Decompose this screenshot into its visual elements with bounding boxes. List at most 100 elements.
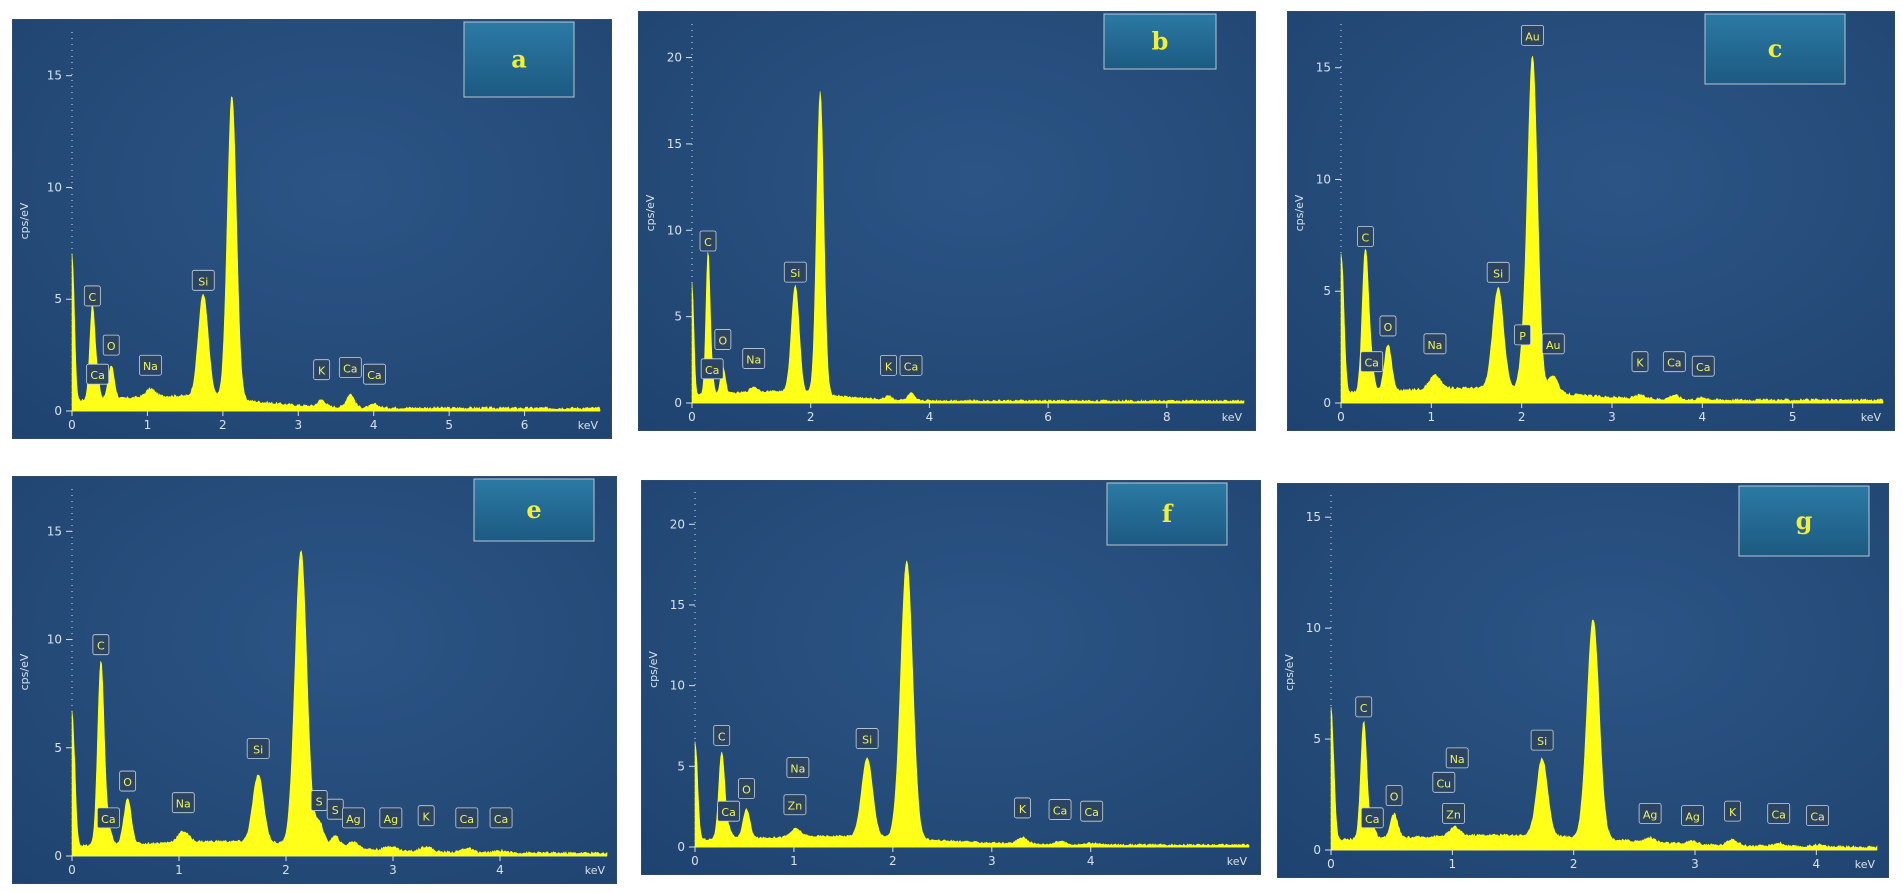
y-tick-label: 5 xyxy=(1323,284,1331,298)
x-axis-unit: keV xyxy=(1227,855,1248,868)
spectrum-panel-a: 0 5 10 15 0 1 2 3 4 5 6 cps/eV keV C Ca O Na Si K Ca Ca a xyxy=(12,19,612,439)
y-tick-label: 10 xyxy=(670,679,685,693)
y-tick-label: 15 xyxy=(1306,510,1321,524)
x-tick-label: 5 xyxy=(1789,410,1797,424)
spectrum-chart-c: 0 5 10 15 0 1 2 3 4 5 cps/eV keV Au C Ca O Na Si P Au K Ca Ca c xyxy=(1287,11,1895,431)
element-tag-p: P xyxy=(1514,324,1531,346)
element-tag-ca: Ca xyxy=(700,358,724,380)
y-tick-label: 10 xyxy=(1316,172,1331,186)
svg-text:K: K xyxy=(423,811,431,824)
svg-text:Ca: Ca xyxy=(1772,808,1786,821)
y-tick-label: 5 xyxy=(54,741,62,755)
x-tick-label: 4 xyxy=(496,863,504,877)
svg-text:b: b xyxy=(1152,27,1169,56)
element-tag-s: S xyxy=(326,798,344,820)
element-tag-k: K xyxy=(313,359,331,381)
panel-label-badge: g xyxy=(1738,485,1870,557)
y-axis-label: cps/eV xyxy=(18,653,31,690)
y-tick-label: 5 xyxy=(54,292,62,306)
svg-text:Ca: Ca xyxy=(1810,811,1824,824)
y-tick-label: 5 xyxy=(677,759,685,773)
svg-text:a: a xyxy=(511,45,527,74)
element-tag-ag: Ag xyxy=(342,807,365,829)
spectrum-area xyxy=(691,91,1245,404)
svg-text:C: C xyxy=(1362,232,1370,245)
element-tag-ca: Ca xyxy=(1360,807,1384,829)
panel-label-badge: e xyxy=(473,478,595,542)
y-tick-label: 5 xyxy=(674,310,682,324)
element-tag-ca: Ca xyxy=(455,807,479,829)
element-tag-c: C xyxy=(83,285,101,307)
y-tick-label: 15 xyxy=(667,137,682,151)
svg-text:O: O xyxy=(1390,791,1399,804)
svg-text:e: e xyxy=(526,495,541,524)
panel-label-badge: f xyxy=(1106,482,1228,546)
plot-background xyxy=(638,11,1256,431)
element-tag-si: Si xyxy=(1530,729,1554,751)
element-tag-k: K xyxy=(1014,797,1031,819)
plot-background xyxy=(641,480,1261,875)
svg-text:Ca: Ca xyxy=(1084,806,1098,819)
element-tag-au: Au xyxy=(1541,333,1565,355)
spectrum-chart-a: 0 5 10 15 0 1 2 3 4 5 6 cps/eV keV C Ca O Na Si K Ca Ca a xyxy=(12,19,612,439)
element-tag-ca: Ca xyxy=(1767,802,1791,824)
spectrum-panel-f: 0 5 10 15 20 0 1 2 3 4 cps/eV keV C Ca O Zn Na Si K Ca Ca f xyxy=(641,480,1261,875)
svg-text:C: C xyxy=(718,730,726,743)
svg-text:O: O xyxy=(719,334,728,347)
svg-text:Ca: Ca xyxy=(460,813,474,826)
svg-text:g: g xyxy=(1796,506,1813,535)
x-tick-label: 0 xyxy=(688,410,696,424)
y-tick-label: 5 xyxy=(1313,732,1321,746)
svg-text:Si: Si xyxy=(198,275,208,288)
svg-text:O: O xyxy=(742,784,751,797)
element-tag-o: O xyxy=(119,770,137,792)
svg-text:Ca: Ca xyxy=(1696,361,1710,374)
element-tag-zn: Zn xyxy=(783,794,807,816)
x-tick-label: 4 xyxy=(1087,854,1095,868)
element-tag-ca: Ca xyxy=(86,363,110,385)
y-tick-label: 10 xyxy=(47,180,62,194)
svg-text:Ca: Ca xyxy=(101,813,115,826)
element-tag-si: Si xyxy=(855,728,879,749)
x-tick-label: 4 xyxy=(1699,410,1707,424)
svg-text:C: C xyxy=(1360,702,1368,715)
svg-text:O: O xyxy=(123,776,132,789)
svg-text:f: f xyxy=(1162,499,1174,528)
svg-text:K: K xyxy=(1019,803,1027,816)
x-tick-label: 0 xyxy=(691,854,699,868)
x-axis-unit: keV xyxy=(1861,411,1882,424)
svg-text:Ca: Ca xyxy=(1365,813,1379,826)
svg-text:Ag: Ag xyxy=(384,813,399,826)
spectrum-area xyxy=(71,550,608,857)
svg-text:O: O xyxy=(1384,321,1393,334)
svg-text:Ag: Ag xyxy=(1643,808,1658,821)
element-tag-si: Si xyxy=(191,269,215,291)
svg-text:Na: Na xyxy=(790,763,805,776)
element-tag-si: Si xyxy=(246,738,270,759)
element-tag-ca: Ca xyxy=(338,357,362,378)
svg-text:P: P xyxy=(1519,330,1526,343)
svg-text:Zn: Zn xyxy=(788,800,803,813)
spectrum-chart-g: 0 5 10 15 0 1 2 3 4 cps/eV keV C Ca O Cu Na Zn Si Ag Ag K Ca C… xyxy=(1277,483,1889,878)
element-tag-k: K xyxy=(880,354,897,376)
spectrum-panel-b: 0 5 10 15 20 0 2 4 6 8 cps/eV keV C Ca O Na Si K Ca b xyxy=(638,11,1256,431)
svg-text:Cu: Cu xyxy=(1437,777,1452,790)
element-tag-si: Si xyxy=(1486,261,1510,283)
svg-text:Si: Si xyxy=(1493,267,1503,280)
svg-text:Ag: Ag xyxy=(346,813,361,826)
element-tag-na: Na xyxy=(1423,333,1447,355)
svg-text:Si: Si xyxy=(862,734,872,747)
svg-text:Na: Na xyxy=(1450,753,1465,766)
element-tag-ag: Ag xyxy=(1638,802,1662,824)
svg-text:C: C xyxy=(89,291,97,304)
svg-text:K: K xyxy=(1729,806,1737,819)
spectrum-chart-b: 0 5 10 15 20 0 2 4 6 8 cps/eV keV C Ca O Na Si K Ca b xyxy=(638,11,1256,431)
x-axis-unit: keV xyxy=(1222,411,1243,424)
spectrum-chart-f: 0 5 10 15 20 0 1 2 3 4 cps/eV keV C Ca O Zn Na Si K Ca Ca f xyxy=(641,480,1261,875)
y-axis-label: cps/eV xyxy=(18,202,31,239)
element-tag-k: K xyxy=(417,805,435,827)
x-tick-label: 1 xyxy=(1428,410,1436,424)
x-tick-label: 1 xyxy=(790,854,798,868)
svg-text:Ca: Ca xyxy=(367,369,381,382)
y-tick-label: 0 xyxy=(677,840,685,854)
